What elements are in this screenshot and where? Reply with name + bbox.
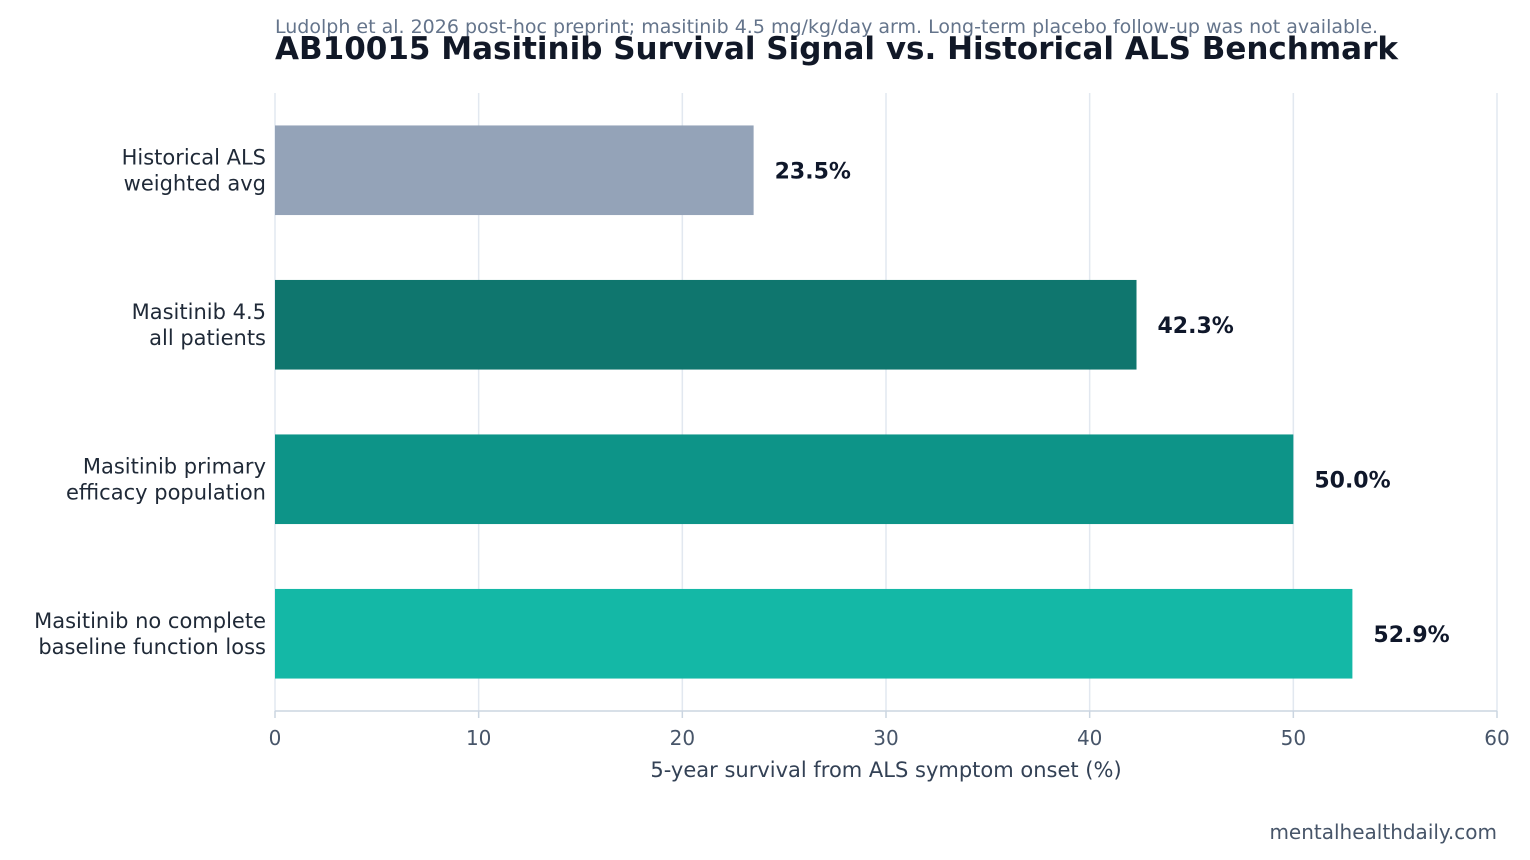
- x-tick-label: 0: [269, 726, 282, 750]
- x-axis-title: 5-year survival from ALS symptom onset (…: [650, 758, 1121, 782]
- x-tick-label: 60: [1484, 726, 1509, 750]
- category-labels: Historical ALS weighted avg Masitinib 4.5 a…: [34, 145, 266, 659]
- category-label-line: Masitinib 4.5: [132, 300, 266, 324]
- bar: [275, 279, 1137, 370]
- source-credit: mentalhealthdaily.com: [1269, 820, 1497, 844]
- x-tick-label: 20: [670, 726, 695, 750]
- x-tick-label: 50: [1281, 726, 1306, 750]
- category-label-line: Masitinib no complete: [34, 609, 266, 633]
- x-tick-label: 40: [1077, 726, 1102, 750]
- category-label-line: weighted avg: [124, 171, 266, 195]
- bars: [275, 125, 1353, 679]
- category-label-line: baseline function loss: [38, 635, 266, 659]
- value-label: 42.3%: [1158, 314, 1234, 339]
- chart-title: AB10015 Masitinib Survival Signal vs. Hi…: [275, 31, 1399, 67]
- category-label: Historical ALS weighted avg: [122, 145, 266, 195]
- x-tick-label: 10: [466, 726, 491, 750]
- bar: [275, 125, 754, 216]
- chart-subtitle: Ludolph et al. 2026 post-hoc preprint; m…: [275, 16, 1378, 38]
- value-label: 52.9%: [1373, 623, 1449, 648]
- category-label-line: Historical ALS: [122, 145, 266, 169]
- bar: [275, 588, 1353, 679]
- x-axis: 0 10 20 30 40 50 60: [269, 710, 1510, 750]
- value-labels: 23.5% 42.3% 50.0% 52.9%: [775, 159, 1450, 648]
- category-label: Masitinib no complete baseline function l…: [34, 609, 266, 659]
- value-label: 23.5%: [775, 159, 851, 184]
- category-label: Masitinib 4.5 all patients: [132, 300, 266, 350]
- bar: [275, 434, 1294, 525]
- value-label: 50.0%: [1314, 468, 1390, 493]
- x-tick-label: 30: [873, 726, 898, 750]
- category-label-line: all patients: [149, 326, 266, 350]
- category-label: Masitinib primary efficacy population: [66, 454, 266, 504]
- category-label-line: efficacy population: [66, 480, 266, 504]
- category-label-line: Masitinib primary: [83, 454, 266, 478]
